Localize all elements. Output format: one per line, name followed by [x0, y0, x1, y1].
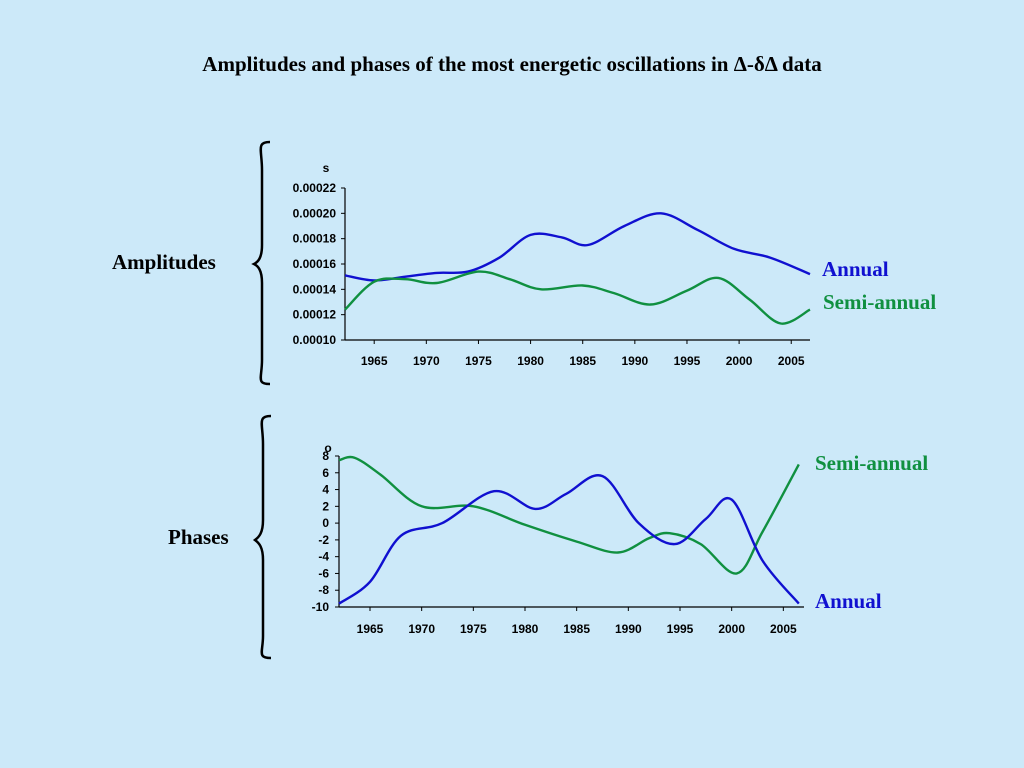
phase-y-tick-label: 8 — [322, 449, 329, 463]
phase-x-tick-label: 1980 — [512, 622, 539, 636]
phase-y-tick-label: 4 — [322, 483, 329, 497]
amplitude-y-tick-label: 0.00014 — [293, 282, 337, 296]
amplitude-semi-annual-legend: Semi-annual — [823, 290, 937, 314]
phase-y-tick-label: 0 — [322, 516, 329, 530]
amplitude-y-tick-label: 0.00018 — [293, 232, 337, 246]
amplitudes-brace — [251, 140, 271, 386]
phase-semi-annual-line — [338, 455, 800, 575]
amplitude-y-tick-label: 0.00012 — [293, 308, 337, 322]
phase-y-tick-label: -2 — [318, 533, 329, 547]
amplitude-x-tick-label: 1985 — [569, 354, 596, 368]
phase-y-tick-label: -8 — [318, 583, 329, 597]
amplitude-x-tick-label: 1980 — [517, 354, 544, 368]
phase-y-tick-label: -10 — [312, 600, 330, 614]
amplitude-annual-legend: Annual — [822, 257, 889, 281]
phases-brace — [252, 414, 272, 660]
amplitude-y-tick-label: 0.00020 — [293, 206, 337, 220]
phase-x-tick-label: 2000 — [718, 622, 745, 636]
phase-x-tick-label: 1990 — [615, 622, 642, 636]
phase-x-tick-label: 1970 — [408, 622, 435, 636]
amplitude-semi-annual-line — [344, 270, 811, 325]
amplitude-x-tick-label: 1970 — [413, 354, 440, 368]
phase-y-tick-label: 6 — [322, 466, 329, 480]
amplitude-x-tick-label: 1975 — [465, 354, 492, 368]
phase-x-tick-label: 2005 — [770, 622, 797, 636]
amplitude-unit-label: s — [323, 161, 330, 175]
phase-y-tick-label: -4 — [318, 550, 329, 564]
phase-annual-line — [338, 474, 800, 605]
phase-x-tick-label: 1995 — [667, 622, 694, 636]
phase-x-tick-label: 1965 — [357, 622, 384, 636]
phase-y-tick-label: 2 — [322, 499, 329, 513]
phase-y-tick-label: -6 — [318, 566, 329, 580]
amplitude-y-tick-label: 0.00016 — [293, 257, 337, 271]
phase-x-tick-label: 1975 — [460, 622, 487, 636]
slide-title: Amplitudes and phases of the most energe… — [202, 52, 822, 76]
phase-x-tick-label: 1985 — [563, 622, 590, 636]
amplitude-x-tick-label: 1965 — [361, 354, 388, 368]
amplitude-y-tick-label: 0.00022 — [293, 181, 337, 195]
amplitude-y-tick-label: 0.00010 — [293, 333, 337, 347]
amplitude-annual-line — [344, 212, 811, 282]
amplitudes-section-label: Amplitudes — [112, 250, 216, 274]
amplitude-x-tick-label: 1990 — [621, 354, 648, 368]
phases-section-label: Phases — [168, 525, 229, 549]
phase-semi-annual-legend: Semi-annual — [815, 451, 929, 475]
amplitude-x-tick-label: 2000 — [726, 354, 753, 368]
phase-annual-legend: Annual — [815, 589, 882, 613]
amplitude-x-tick-label: 2005 — [778, 354, 805, 368]
amplitude-x-tick-label: 1995 — [674, 354, 701, 368]
phase-unit-label: o — [324, 441, 331, 455]
